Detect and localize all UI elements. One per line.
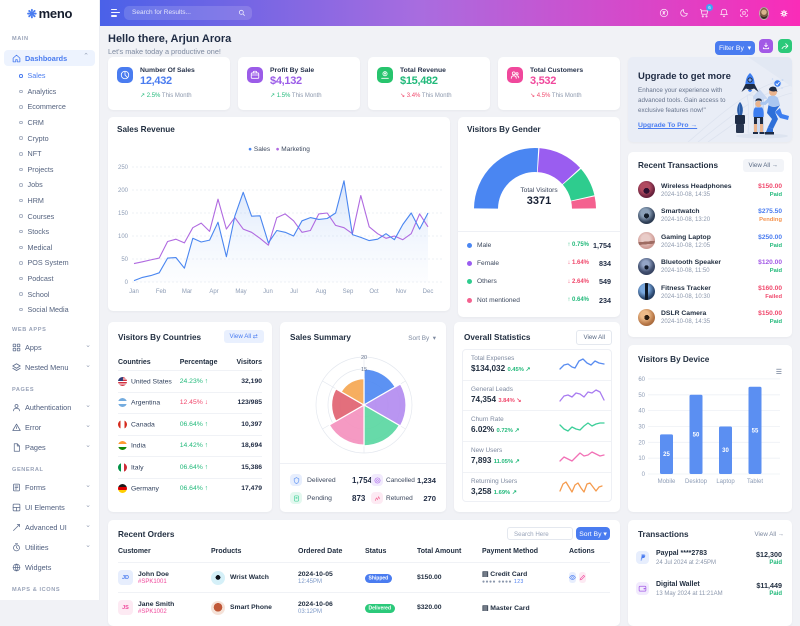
svg-text:50: 50 xyxy=(121,257,128,263)
svg-text:Laptop: Laptop xyxy=(716,479,735,485)
svg-text:Jun: Jun xyxy=(263,289,273,295)
svg-text:0: 0 xyxy=(125,280,129,286)
svg-text:Feb: Feb xyxy=(156,289,167,295)
svg-text:May: May xyxy=(235,289,246,295)
svg-text:50: 50 xyxy=(638,393,645,399)
svg-text:250: 250 xyxy=(118,165,129,171)
svg-text:0: 0 xyxy=(642,472,646,478)
svg-text:Apr: Apr xyxy=(209,289,218,295)
svg-text:Sep: Sep xyxy=(343,289,354,295)
svg-text:30: 30 xyxy=(638,425,645,431)
svg-text:Nov: Nov xyxy=(396,289,407,295)
svg-text:Oct: Oct xyxy=(369,289,379,295)
svg-text:Aug: Aug xyxy=(316,289,327,295)
svg-text:50: 50 xyxy=(693,432,700,438)
svg-text:30: 30 xyxy=(722,448,729,454)
svg-text:55: 55 xyxy=(752,428,759,434)
svg-text:40: 40 xyxy=(638,409,645,415)
svg-text:Mar: Mar xyxy=(182,289,192,295)
svg-text:20: 20 xyxy=(361,355,367,361)
svg-text:Jul: Jul xyxy=(290,289,298,295)
svg-text:Dec: Dec xyxy=(423,289,434,295)
svg-text:10: 10 xyxy=(638,456,645,462)
svg-text:Desktop: Desktop xyxy=(685,479,708,485)
svg-text:Mobile: Mobile xyxy=(658,479,676,485)
svg-text:Jan: Jan xyxy=(129,289,139,295)
svg-text:25: 25 xyxy=(663,452,670,458)
svg-text:Tablet: Tablet xyxy=(747,479,763,485)
svg-text:15: 15 xyxy=(361,367,367,373)
svg-text:20: 20 xyxy=(638,440,645,446)
svg-text:60: 60 xyxy=(638,377,645,383)
svg-text:150: 150 xyxy=(118,211,129,217)
svg-text:100: 100 xyxy=(118,234,129,240)
svg-text:200: 200 xyxy=(118,188,129,194)
